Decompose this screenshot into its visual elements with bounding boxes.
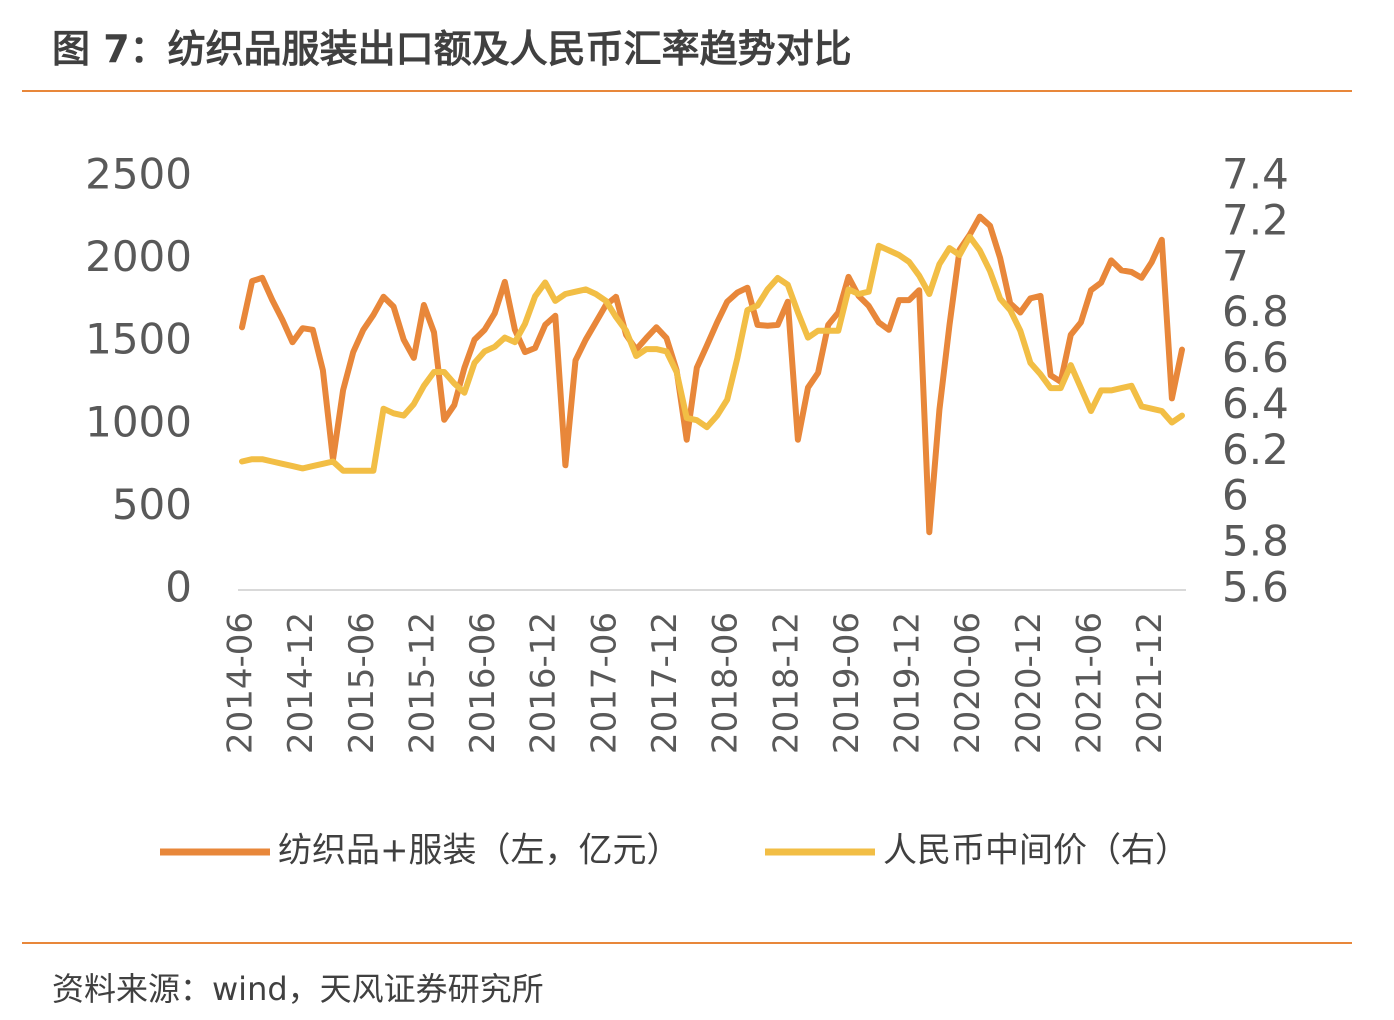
x-tick-label: 2017-06 bbox=[584, 612, 624, 754]
y2-tick-label: 6.2 bbox=[1222, 425, 1289, 474]
y2-tick-label: 7 bbox=[1222, 241, 1249, 290]
x-tick-label: 2015-12 bbox=[402, 612, 442, 754]
series-line bbox=[239, 213, 1185, 536]
x-tick-label: 2017-12 bbox=[645, 612, 685, 754]
x-tick-label: 2021-06 bbox=[1070, 612, 1110, 754]
x-tick-label: 2018-06 bbox=[706, 612, 746, 754]
y-tick-label: 2500 bbox=[85, 150, 192, 199]
x-tick-label: 2019-12 bbox=[888, 612, 928, 754]
y-tick-label: 1000 bbox=[85, 397, 192, 446]
x-tick-label: 2018-12 bbox=[766, 612, 806, 754]
y2-tick-label: 7.4 bbox=[1222, 150, 1289, 199]
y-tick-label: 1500 bbox=[85, 315, 192, 364]
x-tick-label: 2020-12 bbox=[1009, 612, 1049, 754]
y2-tick-label: 5.8 bbox=[1222, 517, 1289, 566]
x-tick-label: 2016-06 bbox=[463, 612, 503, 754]
legend-label: 人民币中间价（右） bbox=[883, 831, 1189, 871]
chart-title: 图 7：纺织品服装出口额及人民币汇率趋势对比 bbox=[52, 27, 852, 71]
y2-tick-label: 6.6 bbox=[1222, 333, 1289, 382]
x-tick-label: 2014-06 bbox=[221, 612, 261, 754]
y2-tick-label: 6.8 bbox=[1222, 287, 1289, 336]
y-tick-label: 0 bbox=[165, 563, 192, 612]
x-tick-label: 2014-12 bbox=[281, 612, 321, 754]
y2-tick-label: 7.2 bbox=[1222, 195, 1289, 244]
y2-tick-label: 5.6 bbox=[1222, 563, 1289, 612]
x-tick-label: 2021-12 bbox=[1130, 612, 1170, 754]
y-tick-label: 500 bbox=[112, 480, 192, 529]
x-tick-label: 2019-06 bbox=[827, 612, 867, 754]
y2-tick-label: 6 bbox=[1222, 471, 1249, 520]
x-tick-label: 2016-12 bbox=[524, 612, 564, 754]
x-tick-label: 2015-06 bbox=[342, 612, 382, 754]
series-line bbox=[239, 233, 1185, 474]
x-tick-label: 2020-06 bbox=[948, 612, 988, 754]
source: 资料来源：wind，天风证券研究所 bbox=[52, 970, 544, 1008]
y2-tick-label: 6.4 bbox=[1222, 379, 1289, 428]
legend-label: 纺织品+服装（左，亿元） bbox=[278, 831, 681, 871]
y-tick-label: 2000 bbox=[85, 232, 192, 281]
